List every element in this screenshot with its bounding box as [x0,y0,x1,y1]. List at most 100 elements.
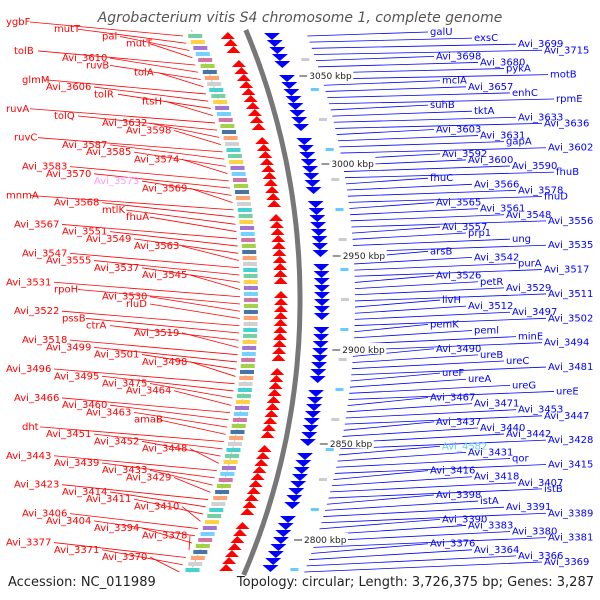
right-leader-line [348,196,543,203]
left-gene-label: Avi_3499 [46,342,91,353]
right-gene-label: Avi_3511 [548,289,593,300]
right-gene-label: istA [480,496,499,507]
right-leader-line [352,232,467,240]
feature-block [236,202,251,206]
right-gene-label: livH [442,295,461,306]
reverse-gene-arrow [292,124,309,131]
feature-block [310,88,319,91]
feature-block [216,484,231,488]
right-gene-label: Avi_3440 [480,423,525,434]
left-leader-line [109,64,201,80]
forward-gene-arrow [241,88,256,95]
reverse-gene-arrow [313,334,330,341]
left-leader-line [53,368,235,385]
right-leader-line [351,220,547,228]
left-gene-label: Avi_3549 [86,234,131,245]
right-leader-line [349,202,435,209]
right-gene-label: fhuD [544,191,568,202]
reverse-strand-genes [262,33,330,572]
feature-block [213,100,228,104]
feature-block [220,124,235,128]
right-gene-label: Avi_3497 [512,307,557,318]
right-gene-label: Avi_3415 [548,460,593,471]
feature-block [220,472,235,476]
feature-block [244,298,258,302]
forward-gene-arrow [266,396,281,403]
left-gene-label: Avi_3448 [142,444,187,455]
right-gene-label: Avi_3715 [544,45,589,56]
right-leader-line [351,366,547,376]
right-gene-label: Avi_3376 [430,539,475,550]
feature-block [243,286,258,290]
reverse-gene-arrow [277,523,294,530]
right-gene-label: Avi_3369 [544,557,589,568]
kbp-marker-label: 3050 kbp [309,72,352,82]
left-gene-label: Avi_3501 [94,350,139,361]
right-leader-line [340,439,547,450]
right-gene-label: tktA [474,106,495,117]
right-leader-line [347,397,429,407]
right-gene-label: ureC [506,356,529,367]
kbp-label-bg [302,533,348,544]
feature-block [239,220,254,224]
left-gene-label: mtlK [102,205,125,216]
reverse-gene-arrow [302,166,319,173]
right-gene-label: Avi_3416 [430,466,475,477]
right-gene-label: Avi_3380 [512,527,557,538]
forward-gene-arrow [272,333,287,340]
right-gene-label: Avi_3447 [544,411,589,422]
left-gene-label: Avi_3574 [134,154,179,165]
right-leader-line [353,336,517,345]
left-gene-label: Avi_3423 [14,480,59,491]
forward-gene-arrow [273,277,288,284]
forward-gene-arrow [239,81,254,88]
feature-block [243,274,258,278]
right-leader-line [354,281,479,289]
feature-block [241,358,256,362]
right-gene-label: Avi_3437 [436,417,481,428]
feature-block [188,562,203,566]
right-gene-label: Avi_3407 [518,478,563,489]
left-leader-line [133,151,226,167]
reverse-gene-arrow [313,299,330,306]
feature-block [335,208,344,211]
left-gene-label: Avi_3555 [46,256,91,267]
feature-block [236,394,251,398]
right-gene-label: Avi_3390 [442,514,487,525]
forward-gene-arrow [227,543,242,550]
right-gene-label: motB [550,70,577,81]
left-leader-line [189,361,236,377]
reverse-gene-arrow [279,516,296,523]
forward-gene-arrow [273,305,288,312]
forward-gene-arrow [270,228,285,235]
left-gene-label: Avi_3439 [54,458,99,469]
left-leader-line [157,419,226,435]
feature-ring [185,34,349,572]
forward-gene-arrow [220,32,235,39]
left-gene-label: tolR [94,89,114,100]
left-gene-label: Avi_3378 [142,530,187,541]
feature-block [318,118,327,121]
left-leader-line [53,281,241,298]
left-leader-line [149,469,213,486]
forward-gene-arrow [246,487,261,494]
feature-block [227,442,242,446]
reverse-gene-arrow [289,110,306,117]
right-gene-label: Avi_3398 [436,490,481,501]
right-gene-label: ureB [480,350,503,361]
feature-block [225,142,240,146]
reverse-gene-arrow [313,285,330,292]
reverse-gene-arrow [313,271,330,278]
forward-gene-arrow [234,67,249,74]
reverse-gene-arrow [284,502,301,509]
left-leader-line [149,122,220,138]
feature-block [202,70,217,74]
left-leader-line [45,79,206,95]
feature-block [207,82,222,86]
feature-block [241,352,256,356]
feature-block [190,556,205,560]
forward-gene-arrow [242,501,257,508]
left-gene-label: Avi_3371 [54,545,99,556]
